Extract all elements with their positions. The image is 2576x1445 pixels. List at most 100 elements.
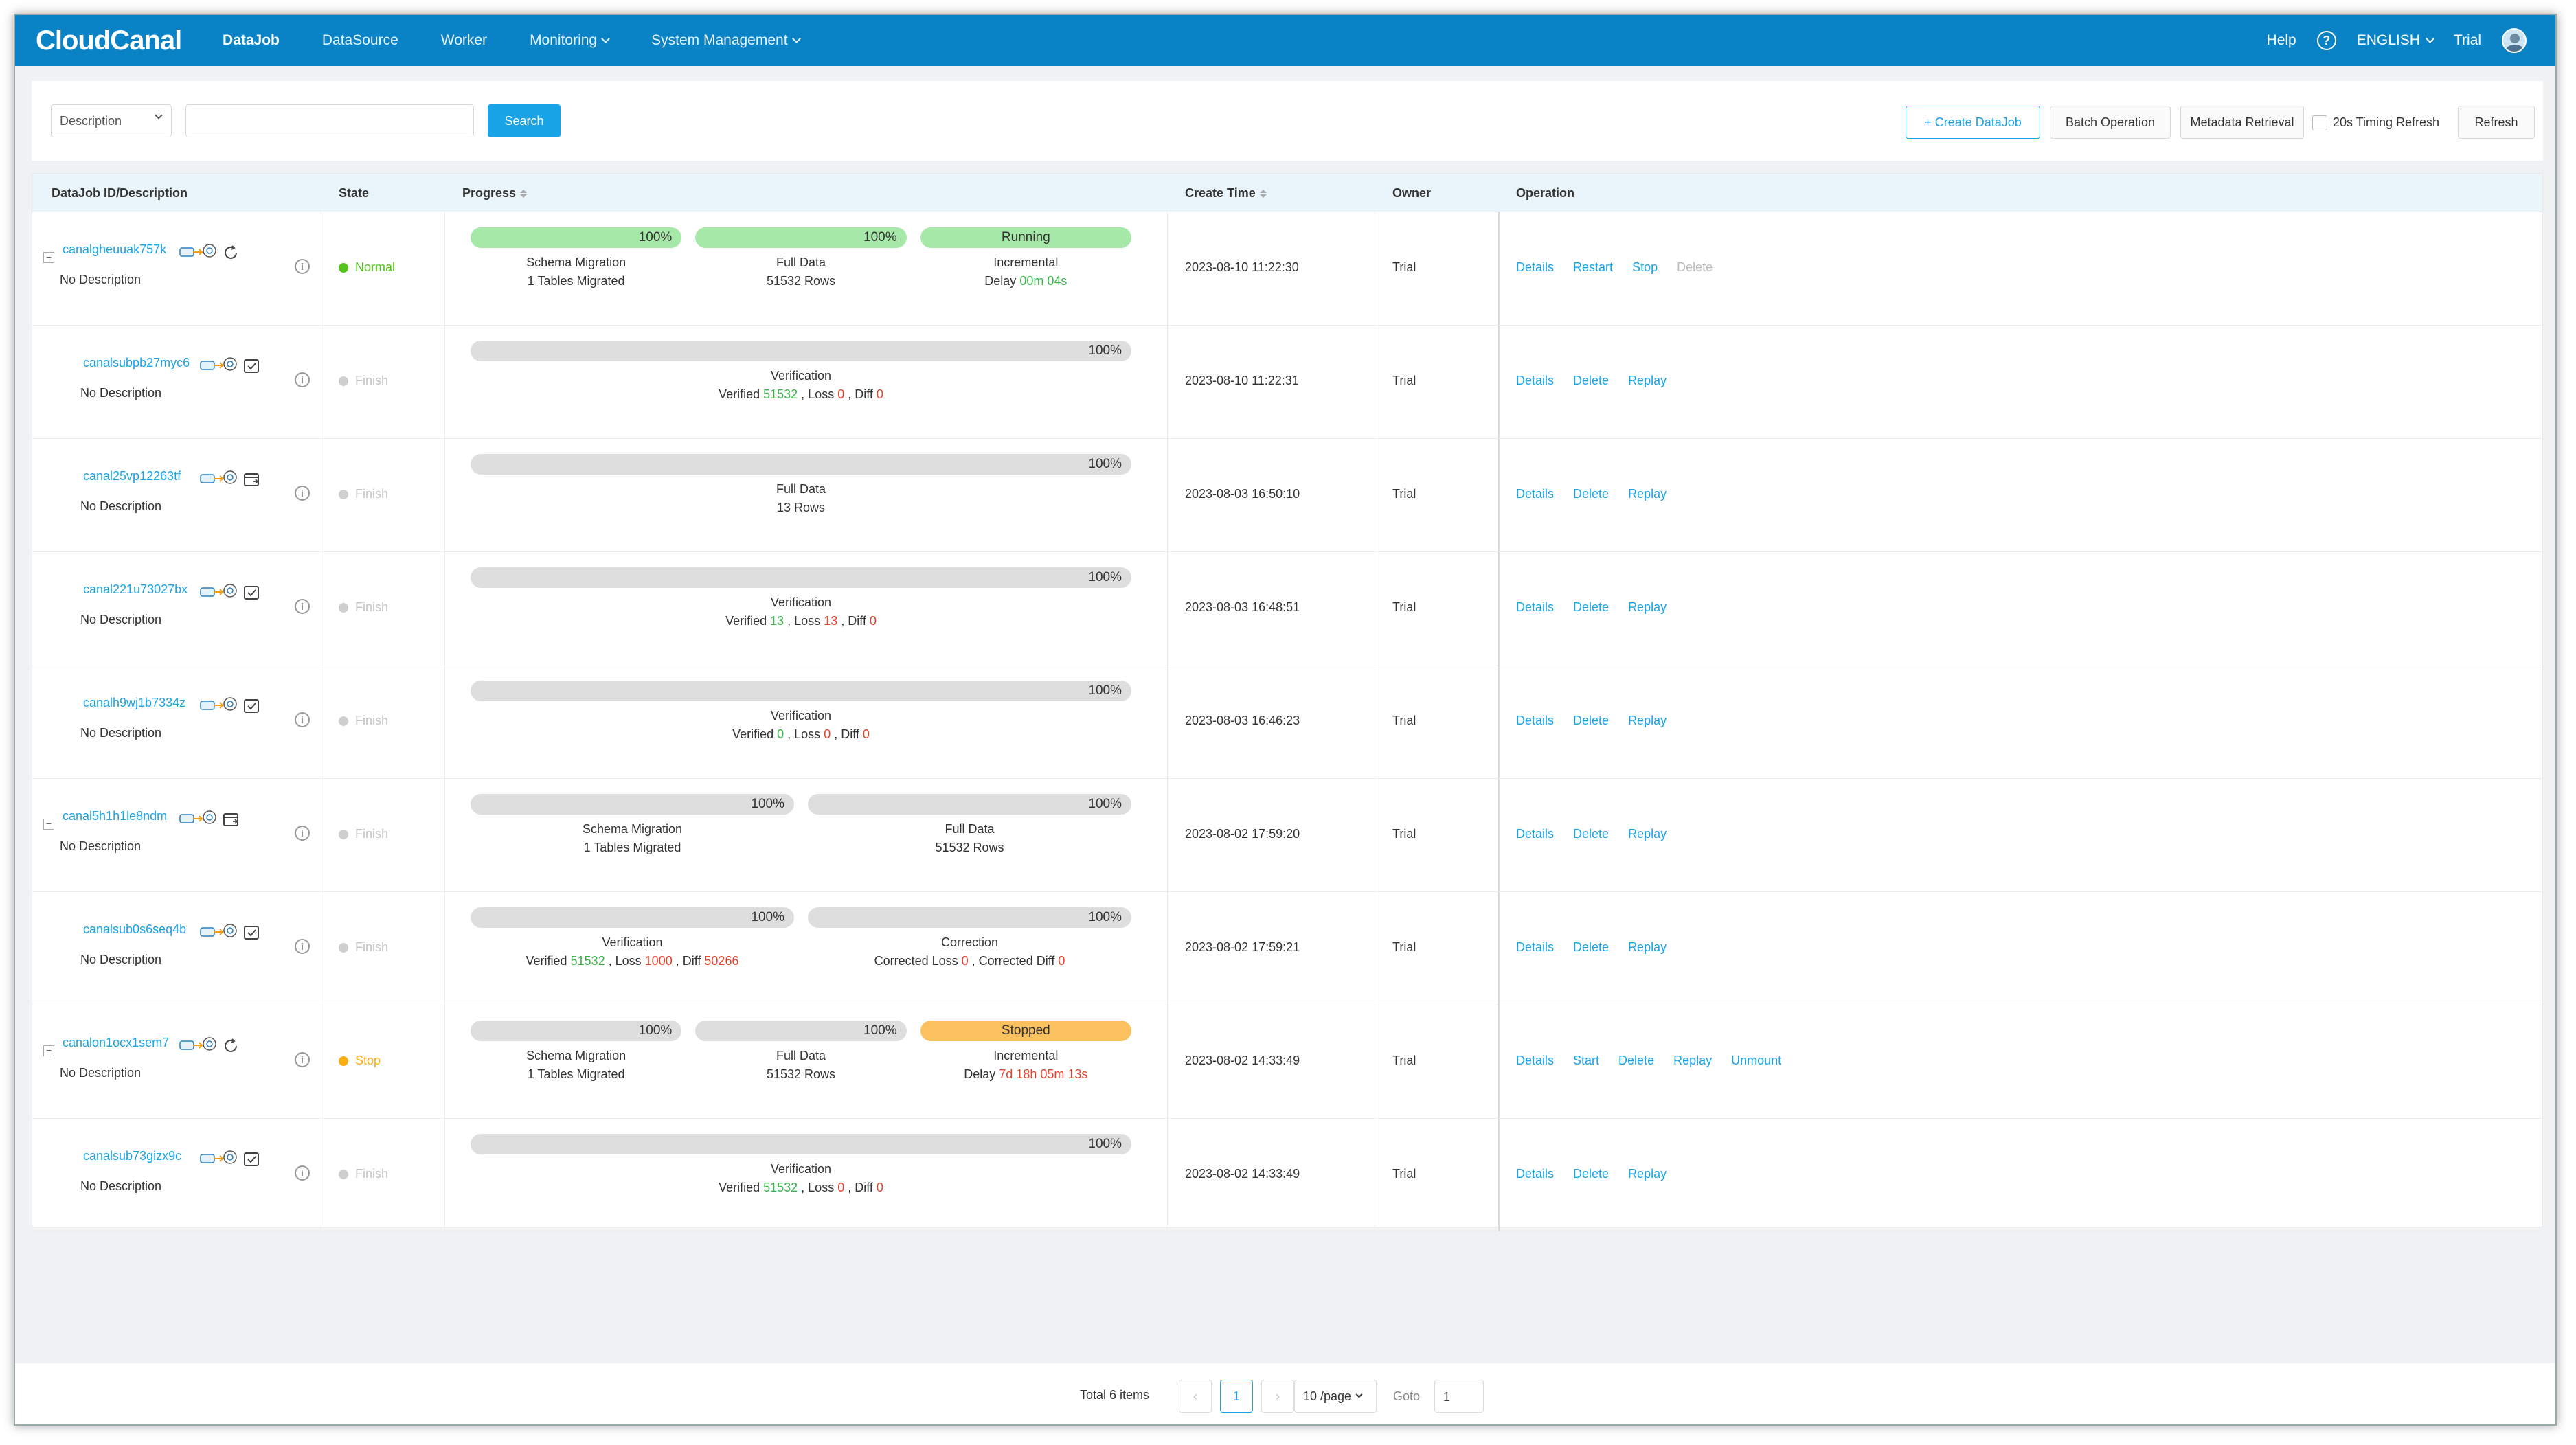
op-replay-link[interactable]: Replay (1628, 374, 1667, 387)
op-restart-link[interactable]: Restart (1573, 260, 1614, 274)
op-replay-link[interactable]: Replay (1628, 487, 1667, 501)
op-details-link[interactable]: Details (1516, 940, 1555, 954)
op-delete-link[interactable]: Delete (1573, 827, 1609, 841)
logo[interactable]: CloudCanal (36, 25, 182, 56)
op-delete-link[interactable]: Delete (1618, 1054, 1655, 1067)
op-replay-link[interactable]: Replay (1673, 1054, 1713, 1067)
collapse-toggle[interactable]: − (43, 252, 54, 263)
datajob-id-link[interactable]: canalsub0s6seq4b (83, 922, 187, 936)
datajob-id-link[interactable]: canalsub73gizx9c (83, 1149, 182, 1163)
datajob-id-link[interactable]: canalon1ocx1sem7 (63, 1036, 170, 1049)
search-field-select[interactable]: Description (51, 104, 172, 137)
operation-links: Details Restart Stop Delete (1516, 260, 1713, 275)
op-unmount-link[interactable]: Unmount (1731, 1054, 1782, 1067)
nav-item-datasource[interactable]: DataSource (321, 32, 398, 48)
info-icon[interactable]: i (295, 826, 310, 841)
datajob-description: No Description (80, 613, 162, 626)
info-icon[interactable]: i (295, 939, 310, 954)
op-delete-link[interactable]: Delete (1573, 714, 1609, 727)
info-icon[interactable]: i (295, 1052, 310, 1067)
status-dot-icon (339, 1056, 348, 1066)
datajob-id-link[interactable]: canalh9wj1b7334z (83, 696, 186, 709)
op-replay-link[interactable]: Replay (1628, 1167, 1667, 1181)
search-input[interactable] (185, 104, 474, 137)
info-icon[interactable]: i (295, 259, 310, 274)
collapse-toggle[interactable]: − (43, 1045, 54, 1056)
page-1-button[interactable]: 1 (1220, 1380, 1253, 1413)
progress-bar: 100% (471, 567, 1131, 588)
op-delete-link[interactable]: Delete (1573, 487, 1609, 501)
stat-part: 1000 (644, 954, 673, 968)
progress-stage-detail: Delay 7d 18h 05m 13s (920, 1065, 1131, 1084)
prev-page-button[interactable]: ‹ (1179, 1380, 1212, 1413)
timing-refresh-checkbox[interactable] (2312, 115, 2327, 130)
goto-input[interactable]: 1 (1434, 1380, 1484, 1413)
op-stop-link[interactable]: Stop (1632, 260, 1658, 274)
op-details-link[interactable]: Details (1516, 260, 1555, 274)
info-icon[interactable]: i (295, 486, 310, 501)
check-icon (242, 1150, 260, 1168)
info-icon[interactable]: i (295, 599, 310, 614)
status-dot-icon (339, 489, 348, 499)
datajob-id-link[interactable]: canal5h1h1le8ndm (63, 809, 168, 823)
operation-column-divider (1498, 439, 1500, 551)
op-details-link[interactable]: Details (1516, 714, 1555, 727)
datajob-id-link[interactable]: canal25vp12263tf (83, 469, 181, 483)
user-name[interactable]: Trial (2453, 32, 2481, 48)
op-replay-link[interactable]: Replay (1628, 714, 1667, 727)
help-icon[interactable]: ? (2316, 31, 2336, 50)
stat-part: 0 (777, 727, 784, 741)
search-button[interactable]: Search (488, 104, 561, 137)
datasource-pair-icon (179, 1034, 216, 1054)
op-start-link[interactable]: Start (1573, 1054, 1600, 1067)
create-time: 2023-08-10 11:22:30 (1185, 260, 1299, 274)
state-text: Normal (355, 260, 396, 274)
stat-part: 0 (876, 1181, 883, 1194)
collapse-toggle[interactable]: − (43, 819, 54, 830)
info-icon[interactable]: i (295, 1165, 310, 1181)
col-header-progress[interactable]: Progress (462, 186, 528, 201)
op-delete-link[interactable]: Delete (1573, 940, 1609, 954)
op-replay-link[interactable]: Replay (1628, 940, 1667, 954)
metadata-retrieval-button[interactable]: Metadata Retrieval (2180, 106, 2304, 139)
batch-operation-button[interactable]: Batch Operation (2050, 106, 2171, 139)
datasource-pair-icon (200, 581, 237, 600)
op-details-link[interactable]: Details (1516, 1054, 1555, 1067)
create-datajob-button[interactable]: + Create DataJob (1906, 106, 2040, 139)
next-page-button[interactable]: › (1261, 1380, 1294, 1413)
sort-icon[interactable] (520, 189, 528, 198)
op-delete-link[interactable]: Delete (1573, 1167, 1609, 1181)
op-replay-link[interactable]: Replay (1628, 600, 1667, 614)
datajob-id-link[interactable]: canalsubpb27myc6 (83, 356, 190, 369)
avatar[interactable] (2502, 28, 2527, 53)
refresh-button[interactable]: Refresh (2458, 106, 2535, 139)
col-header-create-time[interactable]: Create Time (1185, 186, 1267, 201)
op-replay-link[interactable]: Replay (1628, 827, 1667, 841)
nav-item-system-management[interactable]: System Management (651, 32, 801, 49)
state-badge: Finish (339, 600, 388, 615)
nav-item-worker[interactable]: Worker (440, 32, 488, 48)
info-icon[interactable]: i (295, 372, 310, 387)
nav-item-monitoring[interactable]: Monitoring (530, 32, 610, 49)
info-icon[interactable]: i (295, 712, 310, 727)
stat-part: 51532 (763, 387, 798, 401)
op-details-link[interactable]: Details (1516, 827, 1555, 841)
op-details-link[interactable]: Details (1516, 1167, 1555, 1181)
help-link[interactable]: Help (2266, 32, 2296, 48)
state-badge: Finish (339, 487, 388, 501)
op-delete-link[interactable]: Delete (1573, 600, 1609, 614)
op-details-link[interactable]: Details (1516, 600, 1555, 614)
nav-item-datajob[interactable]: DataJob (223, 32, 280, 48)
op-delete-link[interactable]: Delete (1677, 260, 1713, 274)
page-size-select[interactable]: 10 /page (1294, 1380, 1377, 1413)
datajob-id-link[interactable]: canal221u73027bx (83, 582, 188, 596)
op-details-link[interactable]: Details (1516, 374, 1555, 387)
sort-icon[interactable] (1259, 189, 1267, 198)
op-details-link[interactable]: Details (1516, 487, 1555, 501)
state-text: Stop (355, 1054, 381, 1067)
datajob-id-link[interactable]: canalgheuuak757k (63, 242, 167, 256)
column-divider (444, 892, 445, 1005)
progress-bar: 100% (471, 681, 1131, 701)
language-select[interactable]: ENGLISH (2357, 32, 2434, 49)
op-delete-link[interactable]: Delete (1573, 374, 1609, 387)
